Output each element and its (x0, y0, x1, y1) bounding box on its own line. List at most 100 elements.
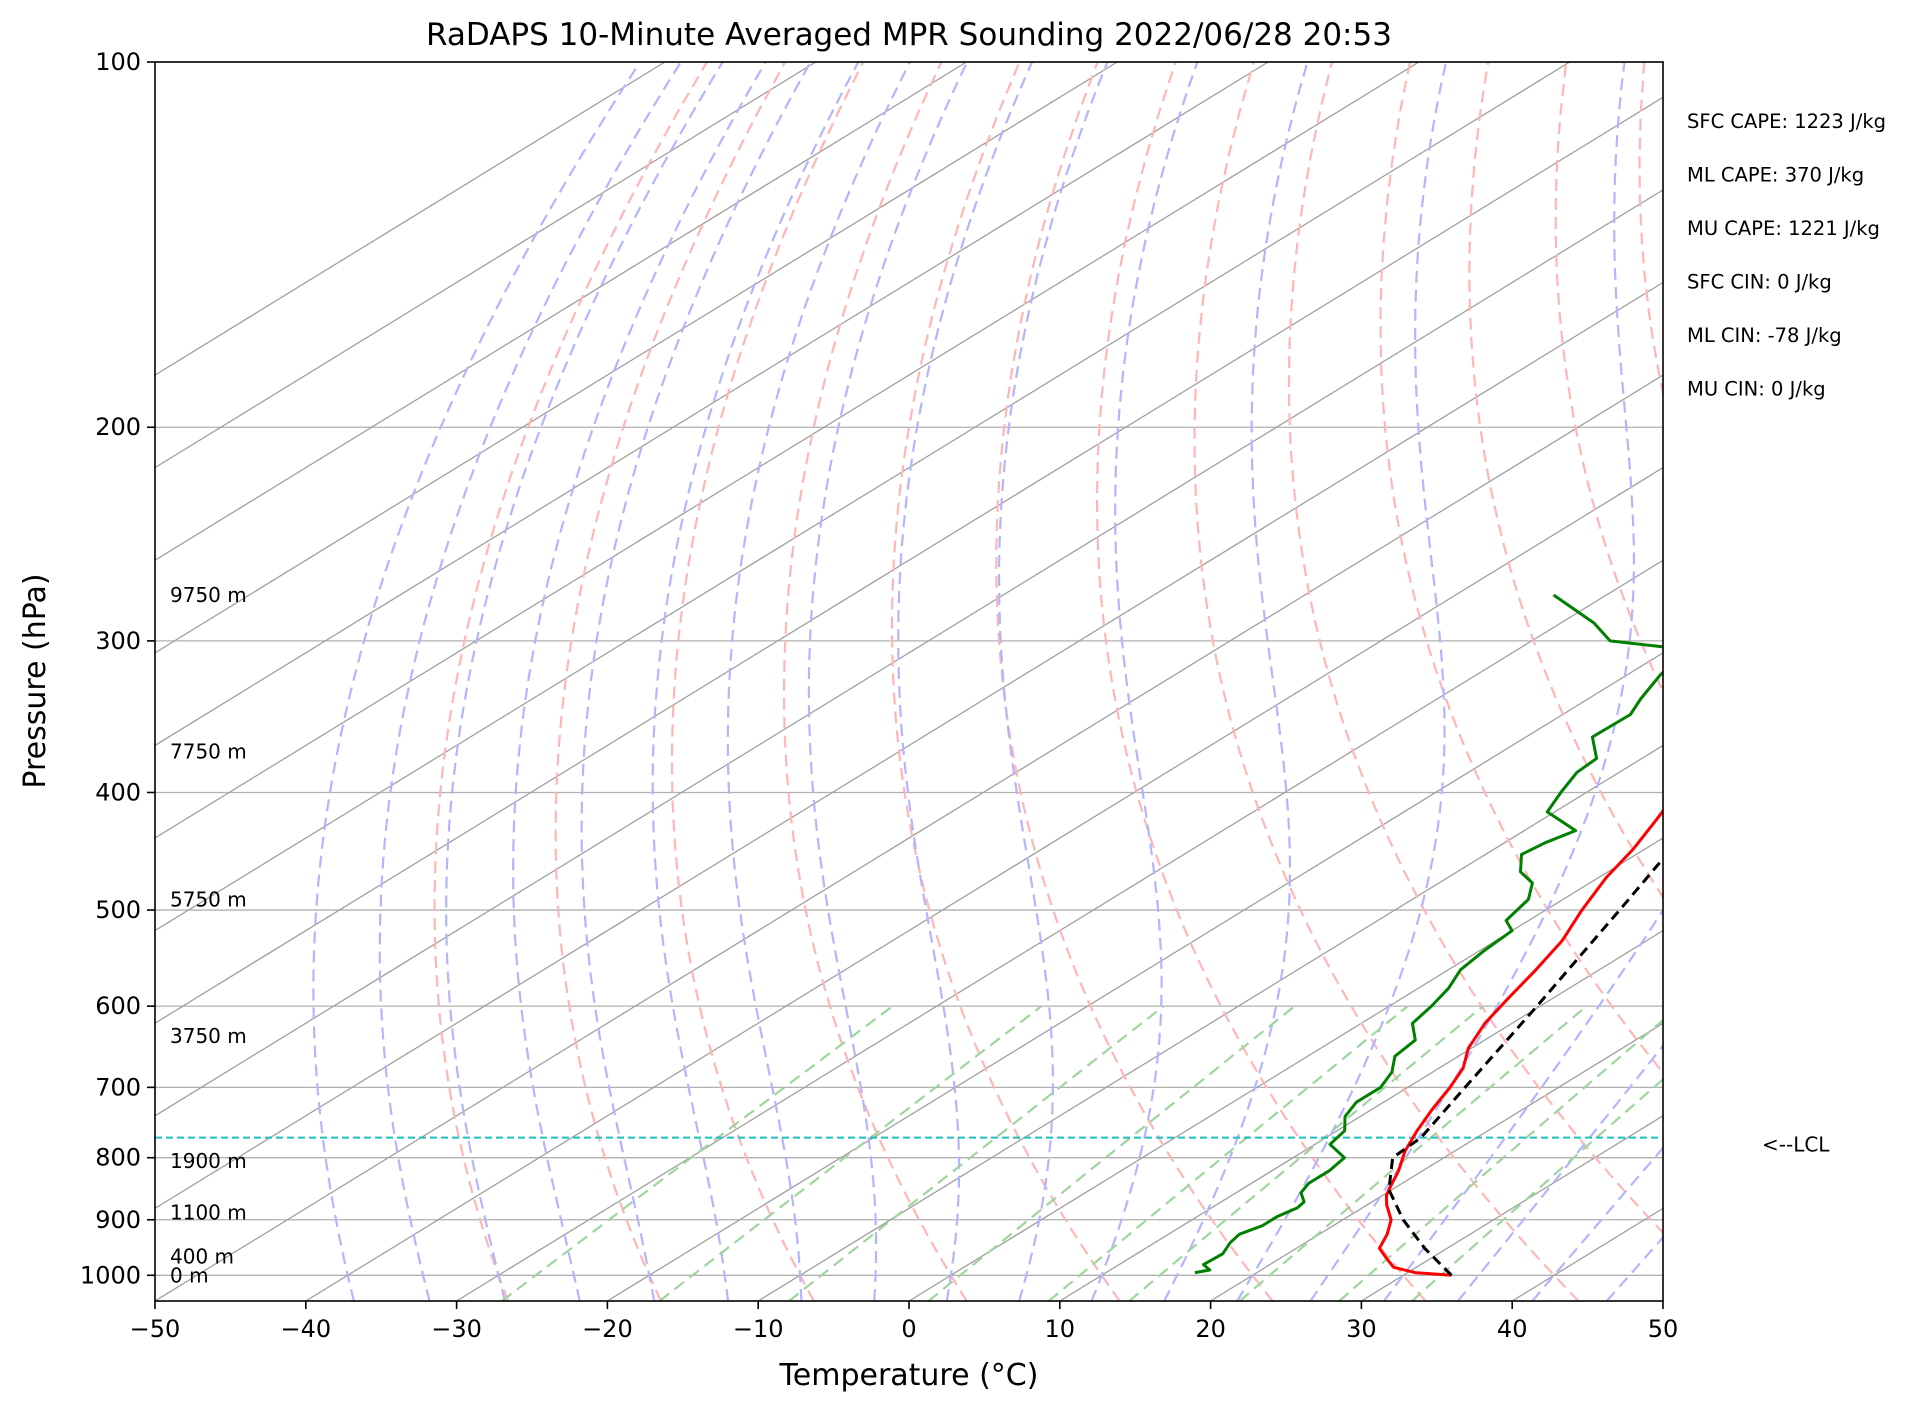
dry-adiabat-line (1879, 62, 1925, 1301)
x-axis-label: Temperature (°C) (779, 1358, 1039, 1393)
isotherm-line (155, 62, 817, 469)
moist-adiabat-line (580, 62, 812, 1301)
stat-annotation: MU CAPE: 1221 J/kg (1687, 217, 1880, 240)
dry-adiabat-line (554, 62, 787, 1301)
axes: −50 −40 −30 −20 −10 0 10 20 30 40 50 100 200 300 400 50… (80, 48, 1678, 1343)
x-tick-label: −20 (582, 1315, 633, 1343)
isotherm-line (1511, 1207, 1663, 1301)
moist-adiabat-line (378, 62, 682, 1301)
x-tick-label: 20 (1195, 1315, 1226, 1343)
isotherm-line (155, 62, 666, 376)
moist-adiabat-line (897, 62, 1034, 1301)
sounding-traces (155, 593, 1663, 1277)
isotherm-line (155, 62, 1571, 932)
stat-annotation: MU CIN: 0 J/kg (1687, 378, 1826, 401)
isotherm-line (908, 837, 1663, 1301)
y-tick-label: 400 (95, 778, 141, 806)
dry-adiabat-line (1721, 62, 1925, 1301)
moist-adiabat-line (1457, 1044, 1663, 1301)
mixing-ratio-line (501, 1005, 894, 1301)
height-label: 1900 m (170, 1149, 247, 1173)
height-label: 400 m (170, 1245, 234, 1269)
mixing-ratio-line (927, 1005, 1296, 1301)
y-tick-label: 600 (95, 992, 141, 1020)
y-tick-label: 1000 (80, 1261, 141, 1289)
y-axis-label: Pressure (hPa) (18, 573, 53, 788)
mixing-ratio-line (788, 1005, 1165, 1301)
isotherm-line (1361, 1115, 1663, 1301)
height-label: 7750 m (170, 739, 247, 763)
dry-adiabat-line (782, 62, 968, 1301)
height-label: 3750 m (170, 1024, 247, 1048)
moist-adiabat-line (1531, 1146, 1663, 1301)
y-tick-label: 800 (95, 1144, 141, 1172)
moist-adiabat-line (1163, 62, 1309, 1301)
x-tick-label: −50 (130, 1315, 181, 1343)
y-tick-label: 500 (95, 896, 141, 924)
x-tick-label: 50 (1648, 1315, 1679, 1343)
y-tick-label: 300 (95, 627, 141, 655)
moist-adiabat-line (512, 62, 767, 1301)
isotherm-line (305, 466, 1663, 1301)
dewpoint-line (1194, 593, 1663, 1275)
isotherm-line (1210, 1022, 1663, 1301)
y-tick-label: 700 (95, 1073, 141, 1101)
moist-adiabat-line (1236, 62, 1448, 1301)
dry-adiabat-line (890, 62, 1121, 1301)
height-label: 5750 m (170, 887, 247, 911)
isotherm-line (607, 652, 1663, 1301)
x-tick-label: 30 (1346, 1315, 1377, 1343)
moist-adiabat-line (1682, 62, 1925, 1301)
background-lines (155, 62, 1925, 1301)
dry-adiabat-line (1468, 62, 1663, 900)
dry-adiabat-line (1095, 62, 1427, 1301)
x-tick-label: −30 (431, 1315, 482, 1343)
x-tick-label: −40 (280, 1315, 331, 1343)
dry-adiabat-line (1379, 62, 1663, 1075)
x-tick-label: 40 (1497, 1315, 1528, 1343)
isotherm-line (155, 281, 1663, 1210)
moist-adiabat-line (651, 62, 860, 1301)
stat-annotation: ML CAPE: 370 J/kg (1687, 164, 1864, 187)
moist-adiabat-line (1309, 62, 1635, 1301)
isotherm-line (155, 62, 1269, 747)
moist-adiabat-line (807, 62, 969, 1301)
isotherm-line (456, 559, 1663, 1301)
isotherm-line (1662, 1300, 1663, 1301)
isotherm-line (155, 189, 1663, 1117)
height-label: 0 m (170, 1263, 209, 1287)
dry-adiabat-line (1638, 62, 1663, 399)
isotherm-line (155, 62, 1118, 654)
dry-adiabat-line (1287, 62, 1663, 1235)
x-tick-label: 0 (901, 1315, 916, 1343)
mixing-ratio-line (1338, 1018, 1663, 1301)
y-tick-label: 100 (95, 48, 141, 76)
moist-adiabat-line (998, 62, 1109, 1301)
dry-adiabat-line (1193, 62, 1580, 1301)
dry-adiabat-line (1801, 62, 1925, 1301)
parcel-line (1387, 856, 1663, 1277)
moist-adiabat-line (726, 62, 911, 1301)
stat-annotation: ML CIN: -78 J/kg (1687, 324, 1842, 347)
isotherm-line (155, 374, 1663, 1301)
moist-adiabat-line (1090, 62, 1199, 1301)
x-tick-label: 10 (1045, 1315, 1076, 1343)
dry-adiabat-line (1554, 62, 1663, 694)
dry-adiabat-line (670, 62, 865, 1301)
mixing-ratio-line (1411, 1077, 1663, 1301)
y-tick-label: 900 (95, 1206, 141, 1234)
moist-adiabat-line (312, 62, 642, 1301)
isotherm-line (155, 96, 1663, 1024)
height-label: 1100 m (170, 1201, 247, 1225)
stat-annotation: SFC CAPE: 1223 J/kg (1687, 110, 1886, 133)
mixing-ratio-line (658, 1005, 1043, 1301)
dry-adiabat-line (995, 62, 1274, 1301)
dry-adiabat-line (433, 62, 708, 1301)
mixing-ratio-line (1048, 1005, 1409, 1301)
isotherm-line (1814, 62, 1925, 1301)
stats-annotations: 9750 m 7750 m 5750 m 3750 m 1900 m 1100 m 400 … (170, 110, 1886, 1287)
isotherm-line (155, 62, 1420, 839)
mixing-ratio-line (1239, 1005, 1588, 1301)
mixing-ratio-line (1128, 1005, 1484, 1301)
